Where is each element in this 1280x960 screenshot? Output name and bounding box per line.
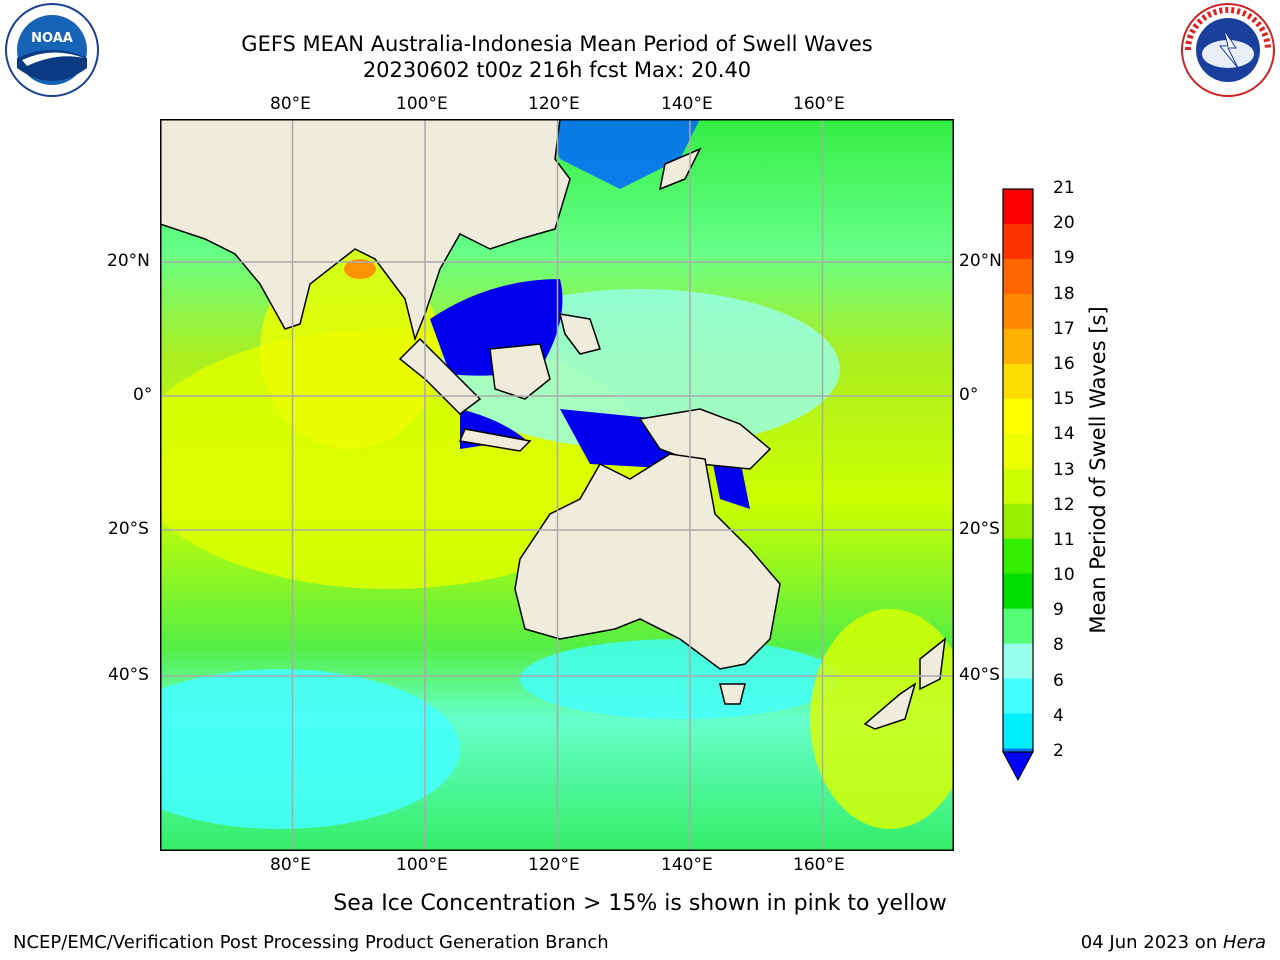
bay-of-bengal-max — [344, 259, 376, 279]
great-australian-bight-swell — [520, 639, 840, 719]
colorbar-tick-label: 2 — [1053, 741, 1064, 761]
colorbar-frame — [1002, 188, 1034, 753]
lat-tick-right-20n: 20°N — [959, 251, 1002, 271]
colorbar-segment — [1003, 258, 1033, 295]
noaa-logo: NOAA — [5, 3, 99, 97]
colorbar-tick-label: 8 — [1053, 635, 1064, 656]
colorbar-segment — [1003, 678, 1033, 715]
noaa-logo-text: NOAA — [31, 31, 73, 46]
colorbar-tick-label: 14 — [1053, 424, 1075, 445]
lon-tick-bottom-140e: 140°E — [661, 855, 713, 875]
lon-tick-top-120e: 120°E — [528, 94, 580, 114]
lat-tick-right-0: 0° — [959, 385, 979, 405]
map-title-line-2: 20230602 t00z 216h fcst Max: 20.40 — [362, 58, 752, 82]
colorbar-segment — [1003, 608, 1033, 645]
colorbar-tick-label: 13 — [1053, 459, 1075, 480]
colorbar-segments — [1003, 189, 1033, 753]
footer-date-text: 04 Jun 2023 on — [1080, 932, 1223, 953]
lon-tick-bottom-160e: 160°E — [793, 855, 845, 875]
lat-tick-right-20s: 20°S — [959, 519, 1000, 539]
colorbar-tick-label: 6 — [1053, 670, 1064, 691]
lon-tick-bottom-80e: 80°E — [270, 855, 311, 875]
footer-date: 04 Jun 2023 on Hera — [1081, 932, 1266, 953]
australia — [514, 453, 781, 670]
sea-ice-note: Sea Ice Concentration > 15% is shown in … — [333, 891, 947, 916]
colorbar-tick-label: 18 — [1053, 283, 1075, 304]
southern-ocean-short-swell — [160, 669, 460, 829]
colorbar-segment — [1003, 468, 1033, 505]
lon-tick-top-160e: 160°E — [793, 94, 845, 114]
graticule — [160, 119, 954, 851]
colorbar-tick-label: 11 — [1053, 529, 1075, 550]
colorbar-segment — [1003, 713, 1033, 750]
colorbar-segment — [1003, 363, 1033, 400]
colorbar-segment — [1003, 538, 1033, 575]
colorbar-tick-label: 9 — [1053, 600, 1064, 621]
footer-credit: NCEP/EMC/Verification Post Processing Pr… — [13, 932, 609, 953]
colorbar-segment — [1003, 398, 1033, 435]
colorbar-tick-label: 20 — [1053, 213, 1075, 234]
lon-tick-top-140e: 140°E — [661, 94, 713, 114]
lat-tick-left-40s: 40°S — [108, 665, 149, 685]
map-panel — [160, 119, 954, 851]
borneo — [489, 343, 551, 400]
java — [458, 428, 532, 452]
map-title-line-1: GEFS MEAN Australia-Indonesia Mean Perio… — [241, 32, 873, 56]
colorbar-tick-label: 16 — [1053, 353, 1075, 374]
lat-tick-left-20s: 20°S — [108, 519, 149, 539]
colorbar-segment — [1003, 223, 1033, 260]
colorbar-segment — [1003, 293, 1033, 330]
new-guinea — [638, 408, 772, 470]
footer-machine: Hera — [1222, 932, 1266, 953]
colorbar-segment — [1003, 643, 1033, 680]
colorbar-segment — [1003, 328, 1033, 365]
philippines — [558, 313, 601, 355]
lon-tick-top-100e: 100°E — [396, 94, 448, 114]
map-frame — [160, 119, 954, 851]
colorbar-segment — [1003, 503, 1033, 540]
colorbar-tick-label: 10 — [1053, 565, 1075, 586]
lat-tick-left-0: 0° — [133, 385, 153, 405]
colorbar-tick-label: 12 — [1053, 494, 1075, 515]
lon-tick-bottom-100e: 100°E — [396, 855, 448, 875]
lon-tick-bottom-120e: 120°E — [528, 855, 580, 875]
asia-landmass — [160, 119, 571, 342]
lat-tick-right-40s: 40°S — [959, 665, 1000, 685]
colorbar-title: Mean Period of Swell Waves [s] — [1086, 306, 1110, 634]
yellow-sea-short-swell — [545, 119, 700, 189]
colorbar-tick-label: 19 — [1053, 248, 1075, 269]
colorbar-tick-label: 21 — [1053, 178, 1075, 198]
colorbar-segment — [1003, 748, 1033, 753]
colorbar — [1002, 188, 1034, 782]
new-zealand — [863, 637, 946, 730]
colorbar-tick-label: 4 — [1053, 705, 1064, 726]
tasmania — [719, 683, 746, 705]
lon-tick-top-80e: 80°E — [270, 94, 311, 114]
lat-tick-left-20n: 20°N — [107, 251, 150, 271]
colorbar-tick-label: 17 — [1053, 318, 1075, 339]
colorbar-segment — [1003, 189, 1033, 225]
colorbar-extend-arrow — [1002, 751, 1034, 782]
colorbar-tick-label: 15 — [1053, 389, 1075, 410]
nws-logo — [1181, 3, 1275, 97]
colorbar-segment — [1003, 433, 1033, 470]
colorbar-segment — [1003, 573, 1033, 610]
